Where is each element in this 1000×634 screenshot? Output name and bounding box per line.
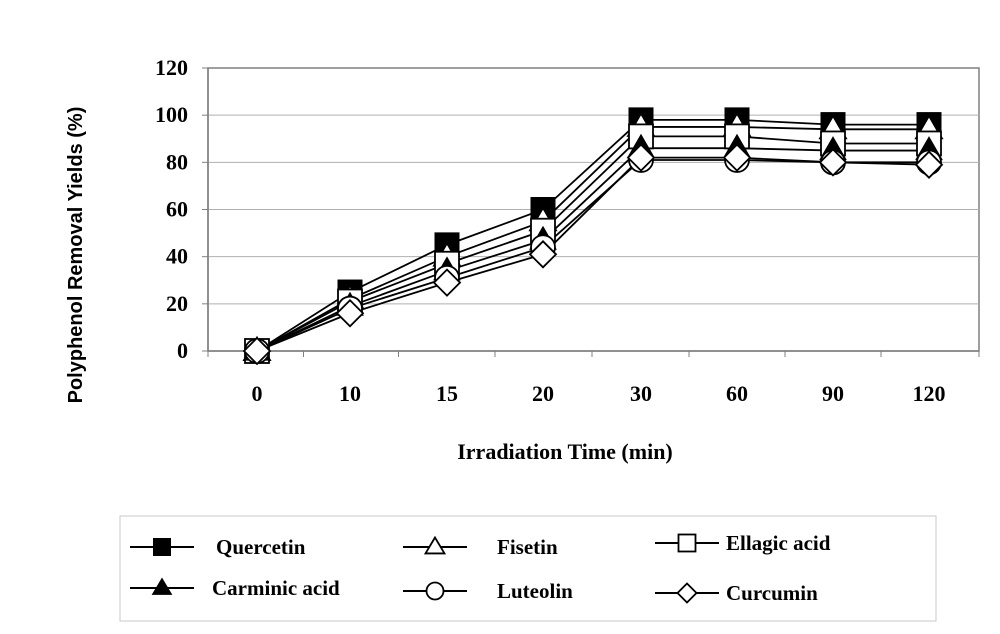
legend-marker (677, 533, 697, 553)
x-tick-label: 10 (339, 381, 361, 406)
legend-label: Quercetin (216, 535, 306, 559)
legend-item-luteolin: Luteolin (403, 579, 573, 603)
legend-marker (425, 581, 445, 601)
data-point-curcumin (626, 143, 656, 172)
series-markers (242, 107, 944, 366)
y-tick-label: 120 (155, 55, 188, 80)
series-line-quercetin (256, 118, 929, 352)
x-tick-label: 15 (436, 381, 458, 406)
series-lines (256, 118, 930, 352)
data-point-curcumin (432, 268, 462, 297)
legend-item-fisetin: Fisetin (403, 535, 558, 559)
y-tick-label: 40 (166, 244, 188, 269)
y-tick-label: 80 (166, 149, 188, 174)
legend-item-ellagic-acid: Ellagic acid (655, 531, 831, 555)
y-tick-label: 60 (166, 197, 188, 222)
legend: Quercetin Fisetin Ellagic acid Carminic aci… (130, 531, 831, 605)
axes (202, 67, 980, 357)
legend-box (119, 515, 937, 622)
legend-item-quercetin: Quercetin (130, 535, 306, 559)
legend-label: Ellagic acid (726, 531, 831, 555)
x-tick-label: 90 (822, 381, 844, 406)
data-point-curcumin (722, 143, 752, 172)
gridlines (208, 114, 979, 305)
legend-marker (153, 538, 171, 556)
legend-label: Luteolin (497, 579, 573, 603)
data-point-curcumin (914, 150, 944, 179)
tick-labels: 0 20 40 60 80 100 120 0 10 15 20 30 60 90 120 (155, 55, 946, 406)
x-tick-label: 60 (726, 381, 748, 406)
legend-item-curcumin: Curcumin (655, 581, 818, 605)
data-point-curcumin (528, 240, 558, 269)
x-tick-label: 120 (913, 381, 946, 406)
x-tick-label: 20 (532, 381, 554, 406)
series-line-fisetin (256, 126, 929, 352)
legend-item-carminic-acid: Carminic acid (130, 576, 340, 600)
legend-marker (151, 577, 173, 595)
series-line-ellagic-acid (256, 135, 929, 352)
y-tick-label: 100 (155, 102, 188, 127)
data-point-curcumin (818, 148, 848, 177)
legend-label: Carminic acid (212, 576, 340, 600)
data-point-curcumin (242, 336, 272, 366)
legend-label: Fisetin (497, 535, 558, 559)
legend-marker (423, 535, 447, 555)
series-line-curcumin (256, 156, 930, 352)
series-line-carminic-acid (256, 147, 929, 352)
legend-marker (676, 582, 698, 604)
legend-label: Curcumin (726, 581, 818, 605)
x-tick-label: 30 (630, 381, 652, 406)
y-axis-title: Polyphenol Removal Yields (%) (65, 107, 87, 404)
data-point-curcumin (335, 298, 365, 328)
y-tick-label: 0 (177, 338, 188, 363)
y-tick-label: 20 (166, 291, 188, 316)
x-axis-title: Irradiation Time (min) (457, 439, 673, 464)
x-tick-label: 0 (252, 381, 263, 406)
